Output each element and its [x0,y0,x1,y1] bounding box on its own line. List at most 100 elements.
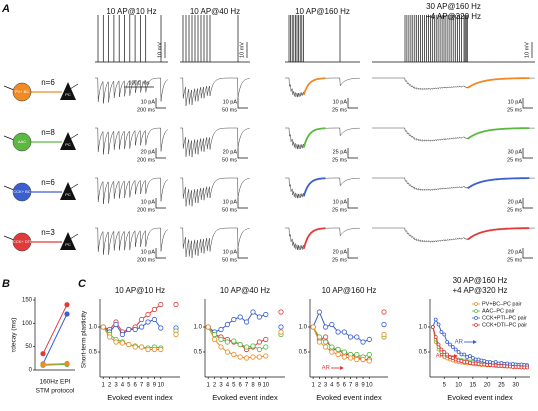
current-trace [285,77,360,98]
scale-bar [155,98,166,109]
data-point [139,316,145,323]
data-point [263,311,269,318]
recovery-point [381,309,387,315]
data-point [316,309,322,315]
recovery-point [173,301,179,308]
current-scale: 10 pA [223,99,238,105]
current-scale: 10 pA [333,199,348,205]
y-tick-label: 100 [22,321,33,327]
protocol-title: 10 AP@10 Hz [106,7,156,16]
x-tick-label: 2 [318,383,322,389]
data-point [158,325,164,331]
annotation: AR [322,366,331,372]
pyramidal-cell [60,182,76,200]
current-trace [95,127,168,155]
current-trace [180,227,250,259]
data-point [158,301,164,308]
scale-bar [237,198,248,209]
data-point [139,344,145,350]
data-point [329,349,335,355]
time-scale: 1000 ms [128,80,149,86]
x-axis-label: Evoked event index [447,393,513,402]
x-tick-label: 15 [470,383,477,389]
x-axis-label: Evoked event index [107,393,173,402]
x-axis-label: Evoked event index [212,393,278,402]
x-tick-label: 9 [258,383,262,389]
data-point [263,344,269,350]
presynaptic-label: CCK+ DTI [13,239,31,244]
data-point [250,343,256,349]
current-trace [95,177,168,205]
data-point [151,346,157,353]
time-scale: 200 ms [137,157,155,163]
electrode [69,133,79,140]
data-point [218,336,224,343]
data-point [468,354,472,358]
x-tick-label: 6 [343,383,347,389]
electrode [69,183,79,190]
annotation: AR [436,354,445,360]
time-scale: 50 ms [222,257,237,263]
presynaptic-label: PV+ BC [15,89,29,94]
time-scale: 200 ms [137,107,155,113]
current-trace [285,177,360,199]
y-tick-label: 1.0 [419,325,428,331]
data-point [126,341,132,348]
x-tick-label: 7 [140,383,144,389]
time-scale: 25 ms [507,107,522,113]
data-point [442,332,447,337]
x-tick-label: 6 [134,383,138,389]
data-point [456,350,461,354]
series-line [207,311,266,333]
recovery-point [381,321,387,328]
data-point [354,356,360,363]
x-tick-label: 10 [366,383,373,389]
current-trace [372,127,535,142]
data-point [64,360,70,367]
panel-label: B [2,278,10,290]
pyramidal-cell [60,132,76,150]
x-tick-label: 3 [324,383,328,389]
recovery-point [173,331,179,338]
data-point [263,336,269,343]
chart-title: +4 AP@320 Hz [452,286,507,295]
y-axis-label: τdecay (ms) [11,318,18,353]
x-tick-label: 5 [443,383,447,389]
time-scale: 200 ms [137,257,155,263]
current-scale: 10 pA [141,99,156,105]
current-scale: 30 pA [508,149,523,155]
data-point [119,340,126,346]
data-point [256,314,262,320]
data-point [450,345,455,349]
y-tick-label: 0 [29,368,33,374]
chart-title: 10 AP@160 Hz [322,286,377,295]
scale-bar [237,148,248,159]
annotation-arrowhead [473,340,477,344]
data-point [139,324,145,330]
current-scale: 10 pA [333,99,348,105]
scale-bar [522,198,533,209]
legend-marker [474,309,478,313]
data-point [445,340,450,344]
time-scale: 25 ms [332,207,347,213]
data-point [436,322,441,327]
time-scale: 25 ms [507,157,522,163]
data-point [145,311,151,318]
data-point [347,334,354,340]
current-trace [285,227,360,251]
data-point [310,324,316,330]
legend-label: AAC–PC pair [482,308,515,314]
data-point [158,346,164,353]
y-tick-label: 150 [22,298,33,304]
scale-bar [155,248,166,259]
x-tick-label: 5 [336,383,340,389]
x-tick-label: 1 [102,383,106,389]
data-point [453,347,458,352]
data-point [329,344,335,350]
x-tick-label: 7 [349,383,353,389]
y-tick-label: 1.0 [194,325,203,331]
decay-fit [303,127,326,148]
current-trace [95,77,168,104]
data-point [462,352,467,357]
data-point [366,358,372,364]
